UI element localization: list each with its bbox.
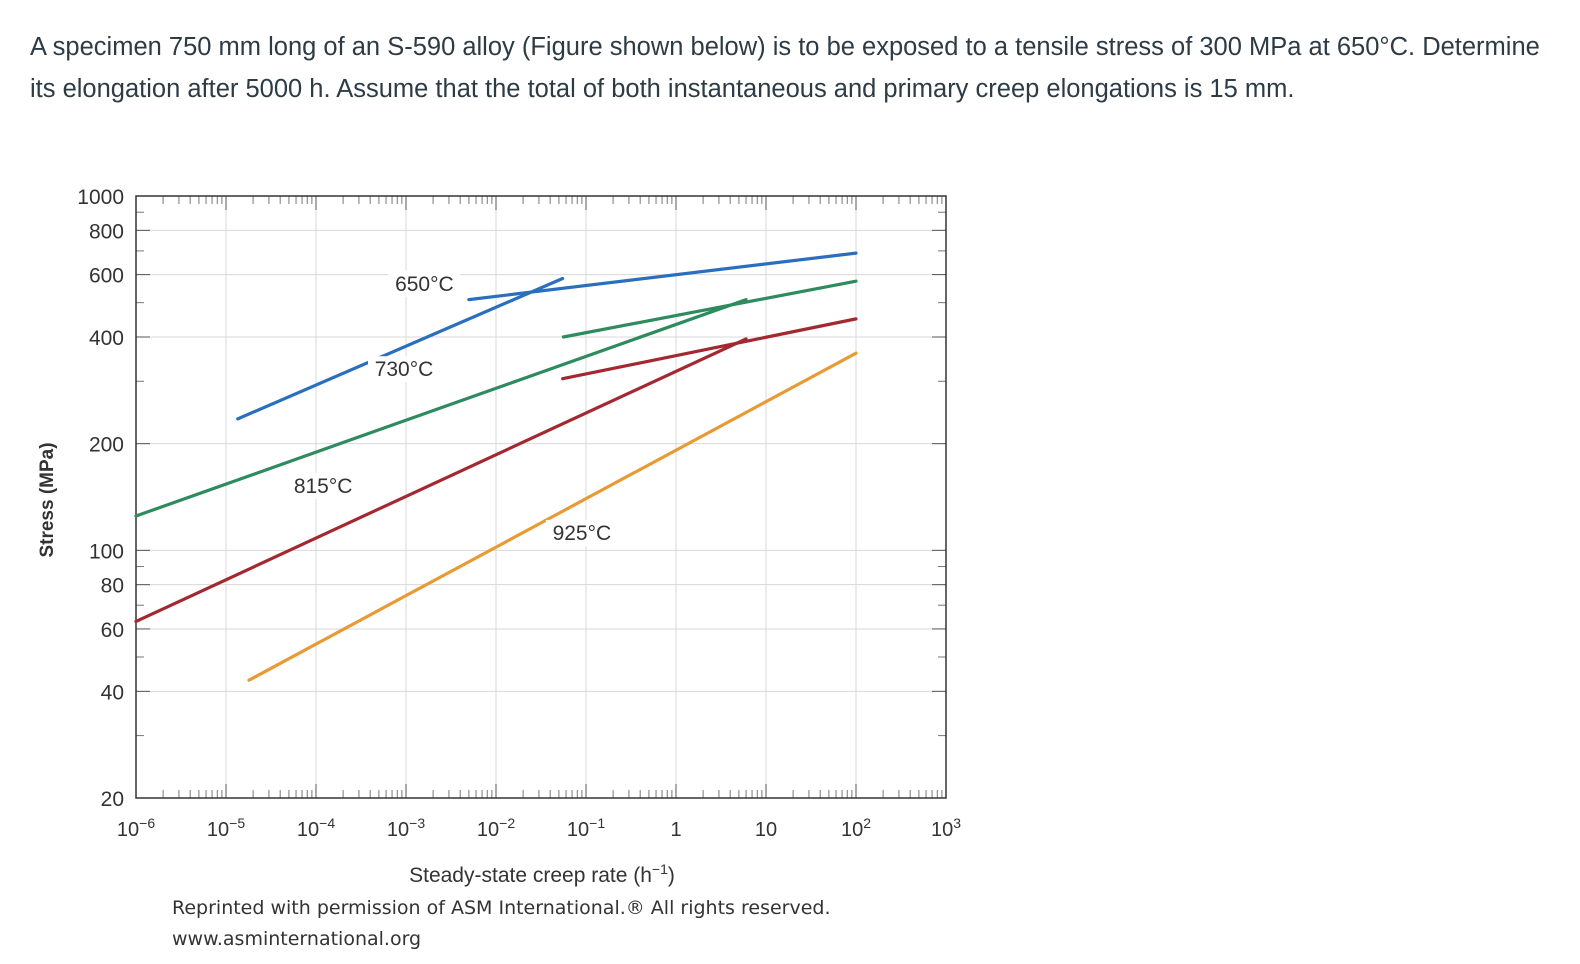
series-line-730c [134,298,748,518]
y-tick-label: 200 [89,434,124,457]
y-tick-label: 60 [101,619,124,642]
x-tick-label: 103 [931,815,961,841]
series-label-background [388,270,461,297]
credit-line: Reprinted with permission of ASM Interna… [172,897,831,919]
x-tick-label: 1 [670,819,681,841]
series-label-background [545,519,618,546]
y-tick-label: 1000 [77,186,124,209]
y-tick-labels: 20 40 60 80 100 200 400 600 800 1000 [77,186,124,811]
y-tick-label: 400 [89,327,124,350]
series-line-815c [134,337,748,624]
series-label: 650°C [395,273,454,296]
x-tick-label: 102 [841,815,871,841]
series-line-925c [247,351,858,682]
plot-frame [135,195,947,799]
series-label-background [287,473,360,500]
x-tick-label: 10−4 [297,815,335,841]
series-label-background [367,356,440,383]
series-annotations: 650°C 730°C 815°C 925°C [287,270,618,546]
y-tick-label: 80 [101,575,124,598]
x-tick-label: 10−2 [477,815,515,841]
y-tick-label: 600 [89,265,124,288]
series-line-650c [236,276,565,421]
y-axis-label: Stress (MPa) [37,442,58,557]
x-tick-label: 10 [755,819,777,841]
x-tick-label: 10−3 [387,815,425,841]
series-label: 815°C [294,475,353,498]
x-tick-label: 10−6 [117,815,155,841]
x-tick-labels: 10−6 10−5 10−4 10−3 10−2 10−1 1 10 102 103 [117,815,961,841]
figure-credit: Reprinted with permission of ASM Interna… [172,893,831,955]
series-line-650c-upper [467,251,858,302]
series-label: 730°C [375,358,434,381]
series-lines [134,251,858,682]
y-tick-label: 100 [89,540,124,563]
y-tick-label: 800 [89,220,124,243]
series-line-815c-upper [561,317,858,381]
series-label: 925°C [553,522,612,545]
x-axis-label: Steady-state creep rate (h−1) [409,861,675,887]
y-tick-label: 20 [101,788,124,811]
series-line-730c-upper [561,279,858,339]
question-block: A specimen 750 mm long of an S-590 alloy… [30,26,1560,110]
x-tick-label: 10−5 [207,815,245,841]
x-tick-label: 10−1 [567,815,605,841]
minor-ticks [135,195,947,799]
credit-url: www.asminternational.org [172,928,422,950]
y-tick-label: 40 [101,681,124,704]
question-text: A specimen 750 mm long of an S-590 alloy… [30,33,1540,103]
